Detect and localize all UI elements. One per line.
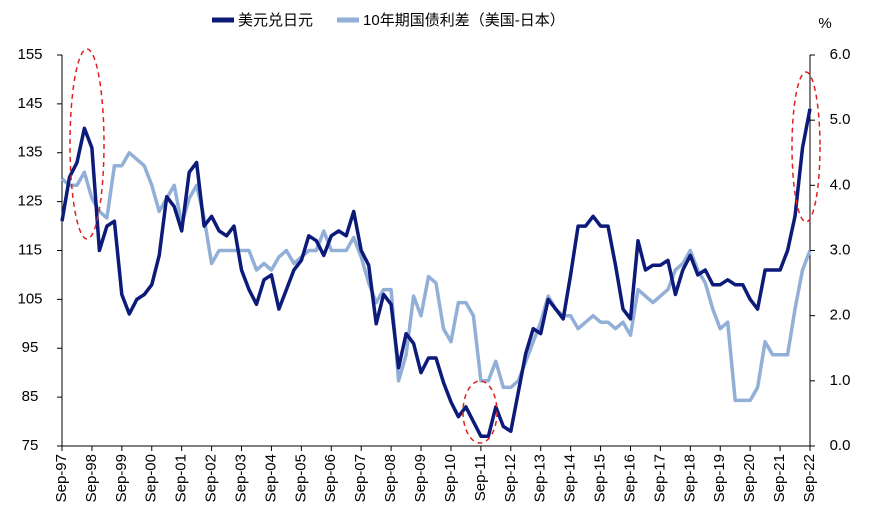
x-tick-label: Sep-08	[382, 454, 399, 502]
y-tick-label: 125	[17, 193, 42, 210]
y2-tick-label: 4.0	[830, 176, 851, 193]
x-tick-label: Sep-10	[442, 454, 459, 502]
x-tick-label: Sep-06	[322, 454, 339, 502]
x-tick-label: Sep-15	[592, 454, 609, 502]
legend-label: 美元兑日元	[238, 12, 313, 29]
x-tick-label: Sep-05	[292, 454, 309, 502]
x-tick-label: Sep-20	[741, 454, 758, 502]
x-tick-label: Sep-01	[173, 454, 190, 502]
x-tick-label: Sep-97	[53, 454, 70, 502]
x-tick-label: Sep-16	[621, 454, 638, 502]
y2-tick-label: 5.0	[830, 111, 851, 128]
y2-unit: %	[818, 15, 831, 32]
series-line	[60, 151, 812, 403]
legend-label: 10年期国债利差（美国-日本）	[363, 12, 565, 29]
y2-tick-label: 1.0	[830, 372, 851, 389]
y-tick-label: 155	[17, 46, 42, 63]
x-tick-label: Sep-07	[352, 454, 369, 502]
y2-tick-label: 2.0	[830, 307, 851, 324]
y2-tick-label: 0.0	[830, 437, 851, 454]
x-tick-label: Sep-99	[113, 454, 130, 502]
y-tick-label: 105	[17, 290, 42, 307]
x-tick-label: Sep-21	[771, 454, 788, 502]
x-tick-label: Sep-22	[801, 454, 818, 502]
x-tick-label: Sep-11	[472, 454, 489, 501]
y2-tick-label: 3.0	[830, 241, 851, 258]
annotations	[69, 48, 821, 444]
plot-frame	[61, 55, 811, 447]
x-tick-label: Sep-04	[262, 454, 279, 502]
y-tick-label: 135	[17, 144, 42, 161]
y-tick-label: 145	[17, 95, 42, 112]
highlight-ellipse	[791, 71, 821, 223]
y-tick-label: 85	[22, 388, 39, 405]
x-tick-label: Sep-98	[83, 454, 100, 502]
y-tick-label: 115	[18, 241, 42, 258]
y-tick-label: 75	[22, 437, 39, 454]
x-tick-label: Sep-19	[711, 454, 728, 502]
y-tick-label: 95	[22, 339, 39, 356]
x-tick-label: Sep-12	[502, 454, 519, 502]
x-tick-label: Sep-18	[681, 454, 698, 502]
x-tick-label: Sep-14	[562, 454, 579, 502]
x-tick-label: Sep-17	[651, 454, 668, 502]
highlight-ellipse	[462, 380, 498, 444]
x-tick-label: Sep-09	[412, 454, 429, 502]
highlight-ellipse	[69, 48, 105, 240]
x-tick-label: Sep-13	[532, 454, 549, 502]
series-layer	[60, 108, 812, 438]
x-tick-label: Sep-02	[203, 454, 220, 502]
x-tick-label: Sep-00	[143, 454, 160, 502]
series-line	[60, 108, 812, 438]
y2-tick-label: 6.0	[830, 46, 851, 63]
x-tick-label: Sep-03	[232, 454, 249, 502]
